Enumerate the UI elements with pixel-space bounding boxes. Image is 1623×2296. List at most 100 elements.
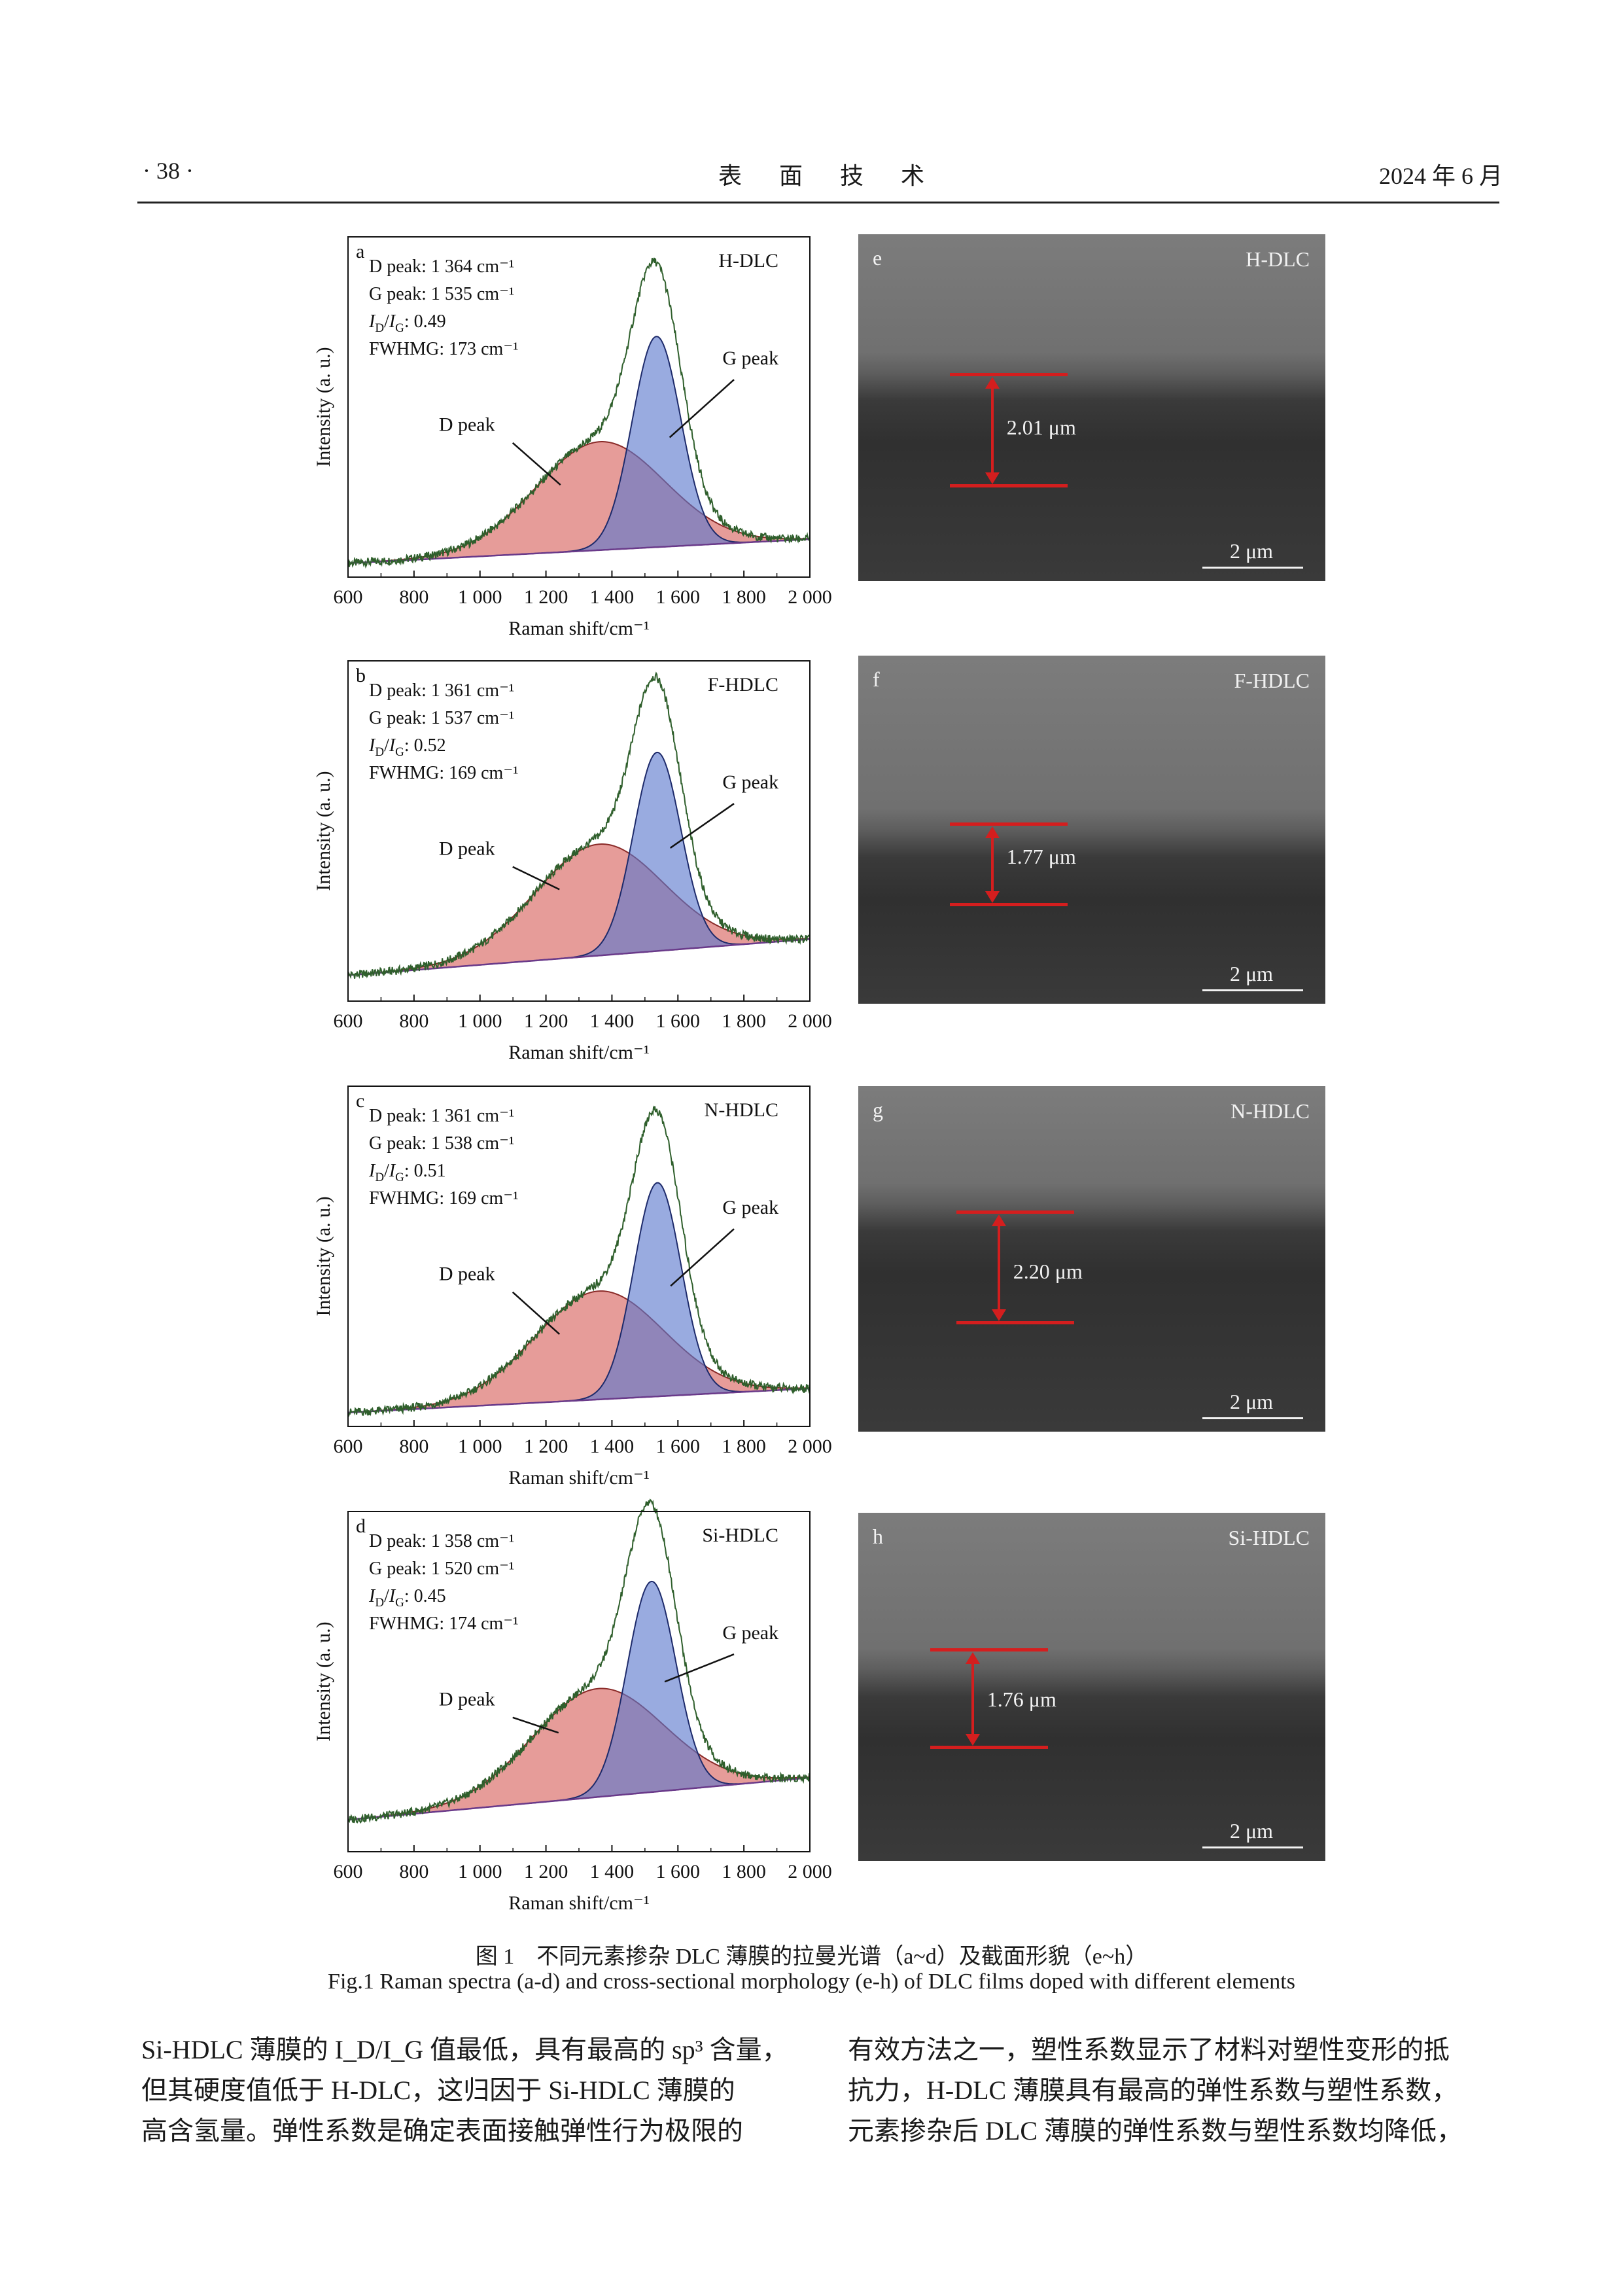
raman-chart-c: 600 800 1 000 1 200 1 400 1 600 1 800 2 000 Rama… [313, 1086, 832, 1489]
d-peak-fill [347, 843, 811, 976]
annotation-text: G peak: 1 538 cm⁻¹ [369, 1133, 514, 1154]
raman-spectrum-line [347, 671, 811, 980]
annotation-text: FWHMG: 169 cm⁻¹ [369, 1188, 519, 1209]
x-tick-label: 1 600 [656, 1436, 700, 1457]
x-tick-label: 1 400 [590, 1861, 635, 1882]
x-tick-label: 600 [334, 1861, 363, 1882]
arrowhead-down-icon [985, 472, 1000, 484]
annotation-text: FWHMG: 174 cm⁻¹ [369, 1614, 519, 1634]
thickness-bar-bottom [930, 1746, 1048, 1750]
g-peak-arrow [669, 803, 735, 849]
thickness-bar-top [930, 1648, 1048, 1652]
x-tick-label: 1 400 [590, 586, 635, 608]
id-ig-ratio: ID/IG: 0.51 [368, 1161, 446, 1184]
issue-date: 2024 年 6 月 [1378, 163, 1503, 189]
y-axis-label: Intensity (a. u.) [313, 1196, 334, 1316]
arrowhead-up-icon [965, 1652, 980, 1665]
g-peak-arrow [664, 1653, 735, 1683]
y-axis-label: Intensity (a. u.) [313, 347, 334, 467]
thickness-arrow-line [997, 1221, 1000, 1314]
d-peak-label: D peak [439, 1688, 495, 1710]
x-tick-label: 2 000 [788, 1010, 832, 1032]
sample-tag: H-DLC [718, 250, 778, 272]
panel-letter: e [873, 246, 882, 270]
raman-spectrum-line [347, 1105, 811, 1417]
scale-bar-label: 2 μm [1230, 539, 1274, 563]
x-tick-label: 2 000 [788, 586, 832, 608]
x-axis-label: Raman shift/cm⁻¹ [508, 1042, 650, 1063]
thickness-arrow-line [971, 1659, 974, 1739]
header-rule [137, 202, 1499, 203]
x-tick-label: 600 [334, 586, 363, 608]
d-peak-arrow [512, 1716, 559, 1734]
x-tick-label: 1 000 [458, 1436, 502, 1457]
baseline-line [347, 538, 811, 565]
baseline-line [347, 1776, 811, 1821]
x-tick-label: 2 000 [788, 1436, 832, 1457]
annotation-text: FWHMG: 173 cm⁻¹ [369, 339, 519, 359]
x-tick-label: 800 [399, 1861, 428, 1882]
arrowhead-down-icon [985, 891, 1000, 903]
body-line: 高含氢量。弹性系数是确定表面接触弹性行为极限的 [141, 2116, 743, 2146]
x-axis-label: Raman shift/cm⁻¹ [508, 1892, 650, 1914]
x-tick-label: 1 000 [458, 1861, 502, 1882]
figure-caption-en: Fig.1 Raman spectra (a-d) and cross-sect… [328, 1969, 1295, 1994]
body-line: 有效方法之一，塑性系数显示了材料对塑性变形的抵 [848, 2035, 1450, 2064]
x-tick-label: 1 000 [458, 586, 502, 608]
arrowhead-down-icon [991, 1309, 1006, 1322]
sem-image-e: e H-DLC 2.01 μm 2 μm [858, 234, 1325, 581]
body-column-right: 有效方法之一，塑性系数显示了材料对塑性变形的抵 抗力，H-DLC 薄膜具有最高的… [848, 2030, 1515, 2151]
scale-bar [1202, 989, 1303, 991]
x-tick-label: 1 600 [656, 1010, 700, 1032]
figure-caption-cn: 图 1 不同元素掺杂 DLC 薄膜的拉曼光谱（a~d）及截面形貌（e~h） [475, 1945, 1148, 1969]
sample-tag: Si-HDLC [702, 1525, 778, 1546]
thickness-bar-bottom [950, 902, 1068, 906]
scale-bar [1202, 1417, 1303, 1419]
d-peak-fill [347, 1687, 811, 1821]
x-tick-label: 600 [334, 1436, 363, 1457]
x-tick-label: 2 000 [788, 1861, 832, 1882]
sample-tag: N-HDLC [1230, 1099, 1310, 1123]
sem-image-g: g N-HDLC 2.20 μm 2 μm [858, 1086, 1325, 1432]
x-axis-label: Raman shift/cm⁻¹ [508, 618, 650, 639]
scale-bar-label: 2 μm [1230, 1819, 1274, 1843]
thickness-bar-top [950, 373, 1068, 376]
thickness-bar-bottom [950, 484, 1068, 487]
panel-letter: a [356, 241, 364, 262]
thickness-arrow-line [990, 383, 994, 476]
sample-tag: F-HDLC [1234, 669, 1310, 692]
g-peak-label: G peak [722, 347, 778, 369]
g-peak-arrow [669, 379, 735, 438]
x-tick-label: 1 800 [722, 1010, 766, 1032]
x-tick-label: 1 600 [656, 1861, 700, 1882]
annotation-text: D peak: 1 361 cm⁻¹ [369, 680, 514, 701]
y-axis-label: Intensity (a. u.) [313, 771, 334, 891]
scale-bar-label: 2 μm [1230, 962, 1274, 985]
sem-image-h: h Si-HDLC 1.76 μm 2 μm [858, 1513, 1325, 1861]
thickness-bar-top [956, 1210, 1074, 1214]
annotation-text: G peak: 1 520 cm⁻¹ [369, 1559, 514, 1579]
x-tick-label: 1 200 [524, 1436, 568, 1457]
id-ig-ratio: ID/IG: 0.49 [368, 311, 446, 335]
g-peak-label: G peak [722, 1197, 778, 1218]
panel-letter: f [873, 667, 880, 691]
raman-chart-d: 600 800 1 000 1 200 1 400 1 600 1 800 2 000 Rama… [313, 1498, 832, 1914]
annotation-text: D peak: 1 364 cm⁻¹ [369, 256, 514, 277]
raman-spectrum-line [347, 257, 811, 569]
annotation-text: D peak: 1 361 cm⁻¹ [369, 1106, 514, 1126]
x-tick-label: 800 [399, 1436, 428, 1457]
sem-image-f: f F-HDLC 1.77 μm 2 μm [858, 656, 1325, 1004]
body-line: 但其硬度值低于 H-DLC，这归因于 Si-HDLC 薄膜的 [141, 2075, 735, 2105]
scale-bar-label: 2 μm [1230, 1390, 1274, 1413]
panel-letter: d [356, 1515, 366, 1537]
x-tick-label: 1 800 [722, 1436, 766, 1457]
d-peak-label: D peak [439, 414, 495, 435]
x-tick-label: 1 600 [656, 586, 700, 608]
d-peak-arrow [512, 866, 560, 891]
d-peak-arrow [512, 442, 561, 486]
scale-bar [1202, 1846, 1303, 1848]
raman-chart-a: 600 800 1 000 1 200 1 400 1 600 1 800 2 000 Rama… [313, 236, 832, 639]
x-tick-label: 1 000 [458, 1010, 502, 1032]
panel-letter: h [873, 1525, 883, 1548]
annotation-text: FWHMG: 169 cm⁻¹ [369, 763, 519, 783]
